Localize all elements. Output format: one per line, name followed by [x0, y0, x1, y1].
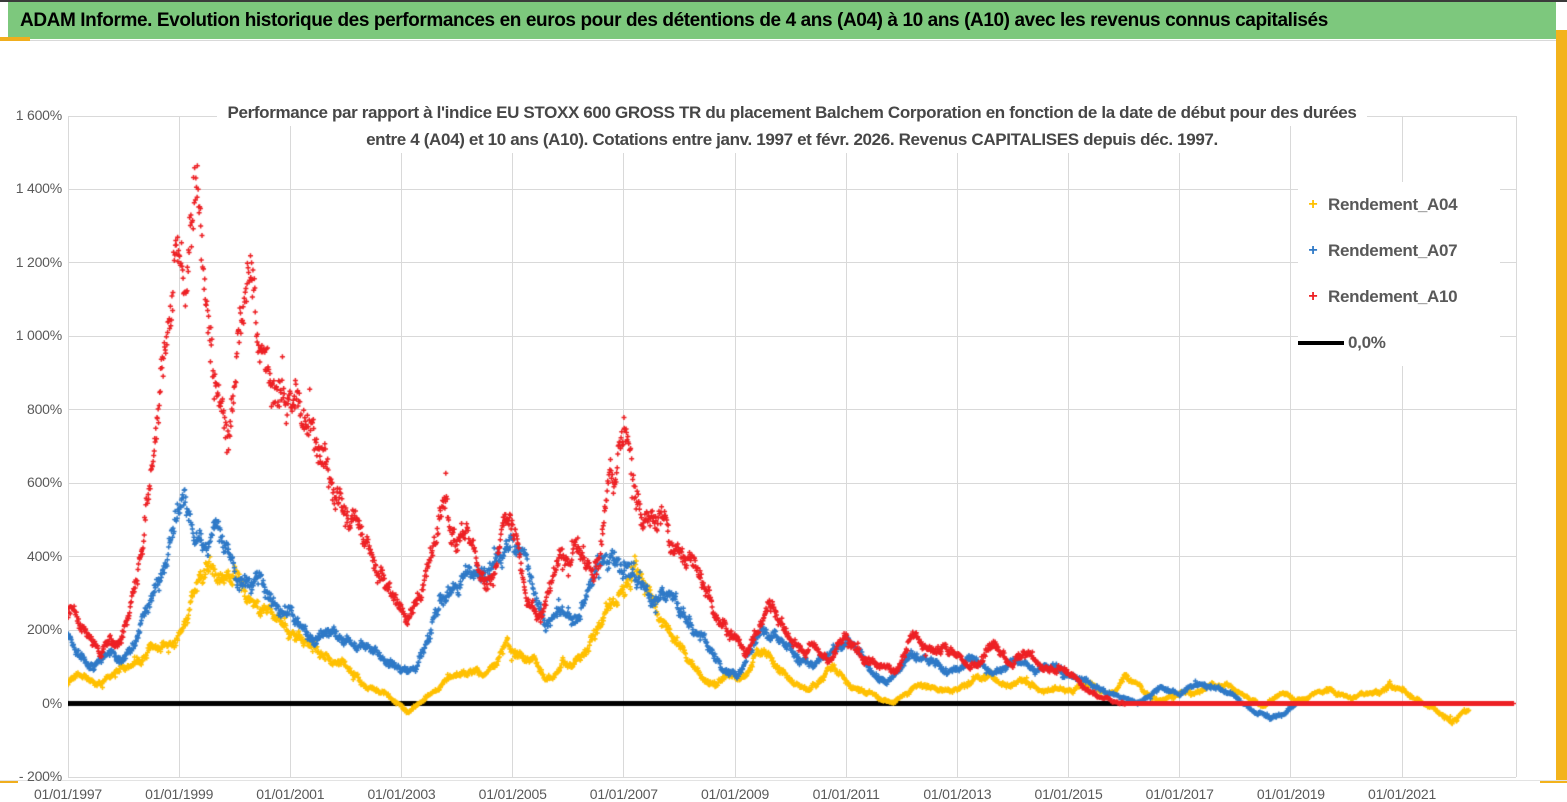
- zero-line-swatch: [1298, 341, 1344, 345]
- bottom-divider: [0, 780, 1567, 781]
- y-tick-label: 1 200%: [15, 253, 62, 270]
- legend-label: Rendement_A07: [1328, 241, 1458, 260]
- x-tick-label: 01/01/2021: [1368, 786, 1437, 802]
- gold-border-accent: [1556, 30, 1567, 783]
- app-header: ADAM Informe. Evolution historique des p…: [8, 2, 1556, 39]
- x-tick-label: 01/01/2007: [589, 786, 658, 802]
- window-top-border: [0, 0, 1567, 2]
- x-tick-label: 01/01/2005: [478, 786, 547, 802]
- plus-marker-icon: +: [1308, 288, 1318, 305]
- plot-right-border: [1515, 116, 1517, 777]
- y-tick-label: 800%: [26, 400, 62, 417]
- chart-area: 1 600% 1 400% 1 200% 1 000% 800% 600% 400% 200%…: [0, 41, 1556, 802]
- page-title: ADAM Informe. Evolution historique des p…: [20, 10, 1328, 31]
- x-tick-label: 01/01/2001: [256, 786, 325, 802]
- x-tick-label: 01/01/2015: [1034, 786, 1103, 802]
- legend-item-zero-line: 0,0%: [1298, 320, 1500, 366]
- x-tick-label: 01/01/1999: [145, 786, 214, 802]
- y-tick-label: 1 000%: [15, 327, 62, 344]
- legend-item-rendement_a04: + Rendement_A04: [1298, 182, 1500, 228]
- chart-title-line2: entre 4 (A04) et 10 ans (A10). Cotations…: [356, 126, 1228, 153]
- y-tick-label: 0%: [42, 694, 62, 711]
- chart-title: Performance par rapport à l'indice EU ST…: [68, 99, 1516, 153]
- plus-marker-icon: +: [1308, 242, 1318, 259]
- y-tick-label: 400%: [26, 547, 62, 564]
- legend-label: Rendement_A10: [1328, 287, 1458, 306]
- y-tick-label: 1 600%: [15, 107, 62, 123]
- x-tick-label: 01/01/2017: [1145, 786, 1214, 802]
- y-tick-label: 200%: [26, 621, 62, 638]
- legend-item-rendement_a10: + Rendement_A10: [1298, 274, 1500, 320]
- y-tick-label: - 200%: [18, 768, 62, 784]
- y-tick-label: 1 400%: [15, 180, 62, 197]
- header-divider: [0, 40, 1567, 41]
- x-tick-label: 01/01/2013: [923, 786, 992, 802]
- x-tick-label: 01/01/2011: [812, 786, 880, 802]
- plus-marker-icon: +: [1308, 196, 1318, 213]
- legend-label: 0,0%: [1348, 333, 1386, 352]
- x-tick-label: 01/01/2003: [367, 786, 436, 802]
- scatter-plot-canvas: [68, 116, 1516, 777]
- legend-item-rendement_a07: + Rendement_A07: [1298, 228, 1500, 274]
- x-tick-label: 01/01/1997: [33, 786, 103, 802]
- x-tick-label: 01/01/2019: [1256, 786, 1325, 802]
- chart-title-line1: Performance par rapport à l'indice EU ST…: [217, 99, 1367, 126]
- legend-label: Rendement_A04: [1328, 195, 1458, 214]
- gold-border-accent: [0, 37, 30, 42]
- gridline-horizontal: [68, 776, 1516, 778]
- x-tick-label: 01/01/2009: [700, 786, 770, 802]
- y-tick-label: 600%: [26, 474, 62, 491]
- legend: + Rendement_A04 + Rendement_A07 + Rendement_A…: [1298, 182, 1500, 366]
